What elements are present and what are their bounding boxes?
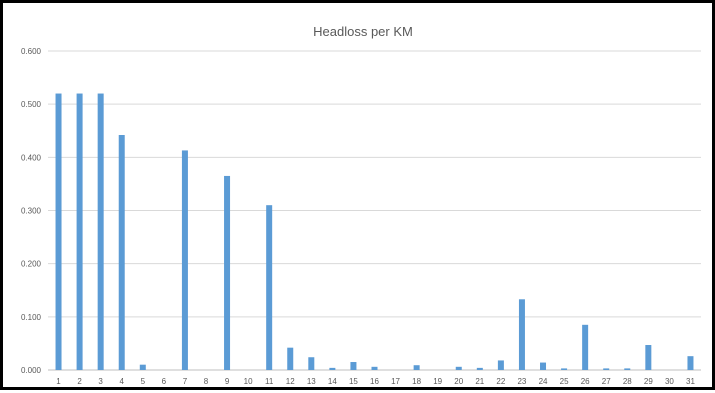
bar [582,324,589,370]
x-tick-label: 4 [119,377,124,386]
x-tick-label: 27 [602,377,611,386]
bar [455,366,462,370]
x-tick-label: 31 [686,377,695,386]
x-tick-label: 1 [56,377,61,386]
x-tick-label: 24 [539,377,548,386]
bar [329,367,336,370]
x-tick-label: 3 [98,377,103,386]
y-tick-label: 0.600 [21,47,42,56]
x-tick-label: 10 [244,377,253,386]
x-tick-label: 21 [475,377,484,386]
bar [118,135,125,370]
x-tick-label: 8 [204,377,209,386]
x-tick-label: 11 [265,377,274,386]
x-tick-label: 7 [183,377,188,386]
bar [624,368,631,370]
y-tick-label: 0.200 [21,260,42,269]
bar [540,362,547,370]
bar [476,367,483,370]
x-tick-label: 26 [581,377,590,386]
x-tick-label: 30 [665,377,674,386]
bar [413,365,420,370]
y-tick-label: 0.100 [21,313,42,322]
bar [687,356,694,370]
x-axis-ticks: 1 2 3 4 5 6 7 8 9 10 11 12 13 14 15 16 17 18 19 20 21 22 23 24 2… [56,377,695,386]
bar [181,150,188,370]
x-tick-label: 17 [391,377,400,386]
y-axis-ticks: 0.000 0.100 0.200 0.300 0.400 0.500 0.600 [21,47,42,375]
x-tick-label: 12 [286,377,295,386]
bar [603,368,610,370]
x-tick-label: 2 [77,377,82,386]
x-tick-label: 28 [623,377,632,386]
bar [139,364,146,370]
x-tick-label: 9 [225,377,230,386]
x-tick-label: 18 [412,377,421,386]
bar [645,345,652,370]
bar [350,362,357,370]
bar [224,175,231,370]
bar [55,93,62,371]
x-tick-label: 16 [370,377,379,386]
bar-chart: Headloss per KM 0.000 0.100 0.200 0.300 0.40… [21,24,701,386]
x-tick-label: 15 [349,377,358,386]
y-tick-label: 0.300 [21,207,42,216]
bars [55,93,694,371]
bar [76,93,83,371]
x-tick-label: 5 [141,377,146,386]
bar [97,93,104,371]
x-tick-label: 19 [433,377,442,386]
x-tick-label: 14 [328,377,337,386]
x-tick-label: 29 [644,377,653,386]
x-tick-label: 13 [307,377,316,386]
bar [287,347,294,370]
x-tick-label: 23 [517,377,526,386]
bar [308,357,315,370]
x-tick-label: 25 [560,377,569,386]
x-tick-label: 20 [454,377,463,386]
bar [497,360,504,370]
x-tick-label: 6 [162,377,167,386]
x-tick-label: 22 [496,377,505,386]
gridlines [48,50,701,371]
bar [518,299,525,370]
y-tick-label: 0.000 [21,366,42,375]
y-tick-label: 0.400 [21,153,42,162]
bar [371,366,378,370]
bar [266,205,273,370]
y-tick-label: 0.500 [21,100,42,109]
chart-title: Headloss per KM [313,24,413,39]
bar [561,368,568,370]
